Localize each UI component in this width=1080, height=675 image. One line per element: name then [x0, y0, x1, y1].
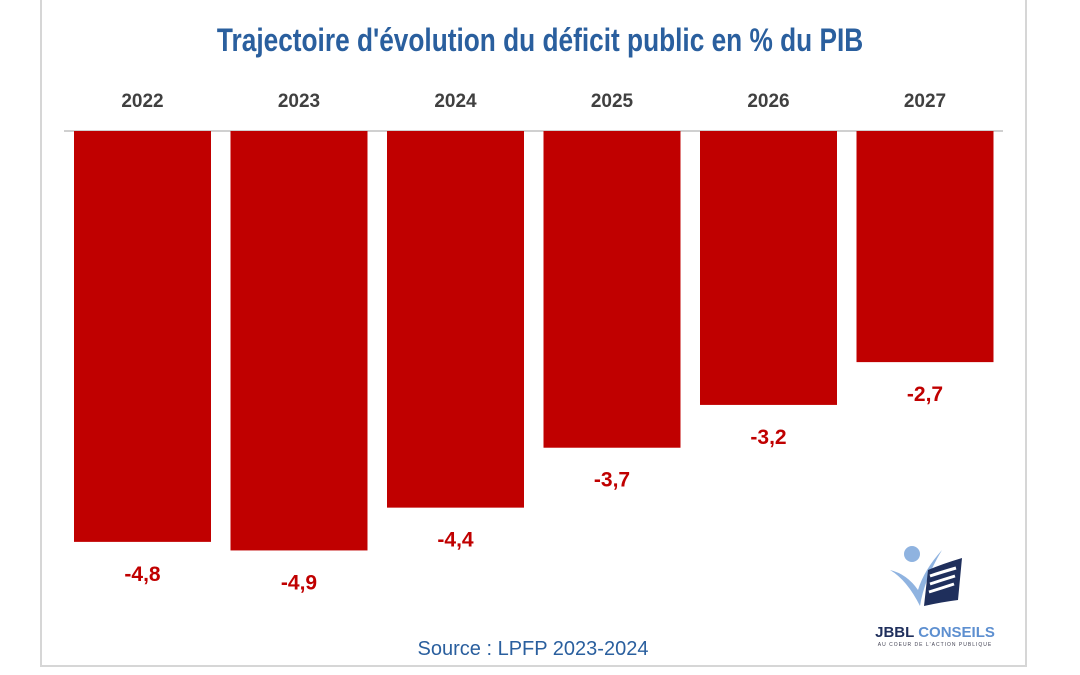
logo-icon — [890, 546, 962, 606]
data-label: -4,9 — [281, 571, 317, 594]
category-label: 2022 — [121, 91, 163, 112]
bar — [543, 131, 681, 448]
jbbl-logo: JBBL CONSEILS AU COEUR DE L'ACTION PUBLI… — [862, 540, 1008, 650]
source-note: Source : LPFP 2023-2024 — [417, 638, 649, 660]
data-label: -2,7 — [907, 383, 943, 406]
data-label: -3,2 — [750, 426, 786, 449]
category-label: 2025 — [591, 91, 634, 112]
chart-frame — [40, 0, 1027, 667]
data-label: -4,4 — [437, 529, 474, 552]
bar — [700, 131, 837, 405]
category-label: 2026 — [747, 91, 789, 112]
chart-title: Trajectoire d'évolution du déficit publi… — [216, 22, 864, 58]
category-label: 2027 — [904, 91, 946, 112]
data-label: -4,8 — [124, 563, 161, 586]
category-label: 2023 — [278, 91, 320, 112]
bar — [387, 131, 524, 508]
category-label: 2024 — [434, 91, 477, 112]
bar — [74, 131, 211, 542]
bar — [230, 131, 368, 551]
bar — [856, 131, 994, 363]
data-label: -3,7 — [594, 469, 630, 492]
